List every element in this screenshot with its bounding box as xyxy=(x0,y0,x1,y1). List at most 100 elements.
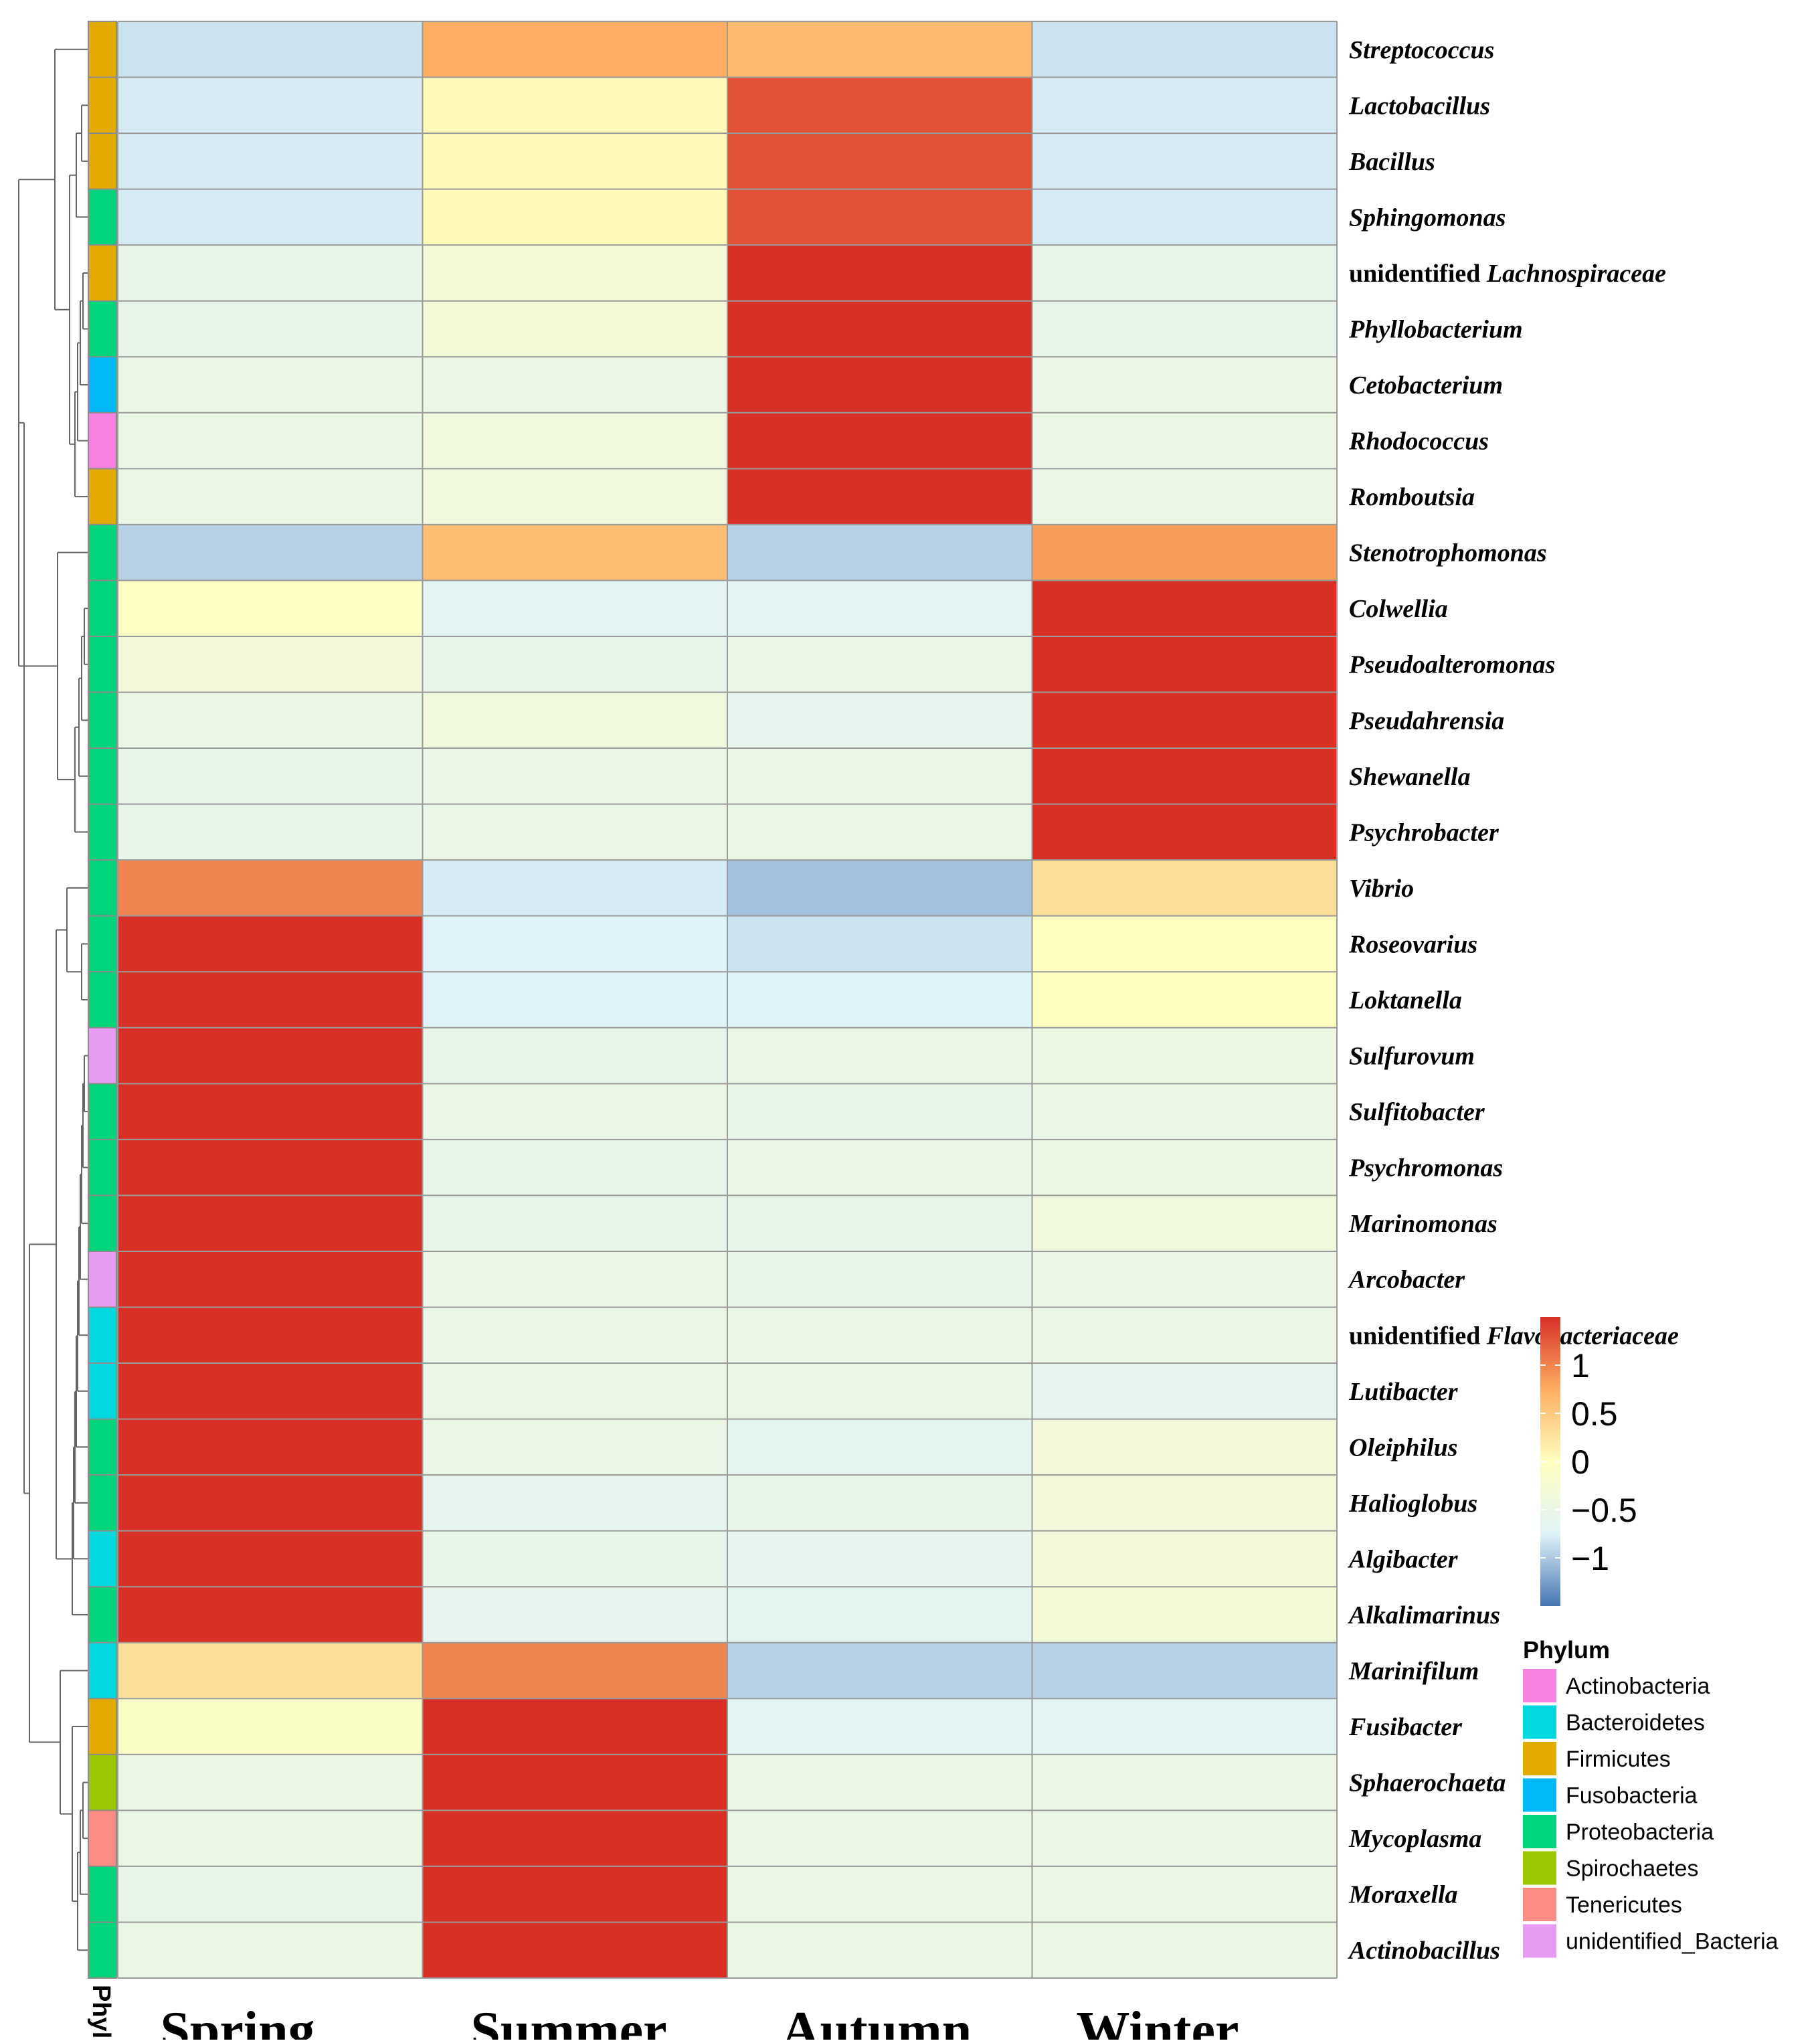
heatmap-cell xyxy=(727,692,1032,749)
row-label: Moraxella xyxy=(1348,1881,1458,1909)
row-label: Colwellia xyxy=(1349,595,1448,623)
phylum-legend-title: Phylum xyxy=(1523,1636,1610,1664)
row-label: Vibrio xyxy=(1349,875,1414,903)
heatmap-cell xyxy=(118,1139,423,1196)
heatmap-cell xyxy=(727,580,1032,636)
heatmap-cell xyxy=(1032,1307,1337,1364)
heatmap-cell xyxy=(1032,580,1337,636)
phylum-annotation-cell xyxy=(88,860,116,916)
heatmap-cell xyxy=(727,1419,1032,1476)
heatmap-cell xyxy=(727,524,1032,581)
heatmap-cell xyxy=(727,1922,1032,1978)
heatmap-cell xyxy=(1032,412,1337,469)
row-label: unidentified Flavobacteriaceae xyxy=(1349,1322,1679,1350)
heatmap-cell xyxy=(422,915,727,972)
phylum-annotation-cell xyxy=(88,1754,116,1811)
phylum-annotation-cell xyxy=(88,1307,116,1364)
heatmap-cell xyxy=(422,1754,727,1811)
heatmap-cell xyxy=(1032,21,1337,78)
heatmap-cell xyxy=(727,1139,1032,1196)
phylum-annotation-cell xyxy=(88,300,116,357)
heatmap-gridlines xyxy=(117,21,1338,1979)
phylum-annotation-cell xyxy=(88,21,116,78)
heatmap-cell xyxy=(727,748,1032,804)
phylum-annotation-cell xyxy=(88,1698,116,1755)
heatmap-cell xyxy=(422,1083,727,1140)
phylum-annotation-cell xyxy=(88,357,116,413)
row-label: unidentified Lachnospiraceae xyxy=(1349,260,1666,288)
heatmap-cell xyxy=(422,860,727,916)
row-label: Stenotrophomonas xyxy=(1349,539,1547,567)
heatmap-cell xyxy=(118,580,423,636)
phylum-annotation-cell xyxy=(88,133,116,189)
heatmap-cell xyxy=(1032,1530,1337,1587)
phylum-annotation-cell xyxy=(88,636,116,693)
heatmap-cell xyxy=(422,1475,727,1531)
colorbar-tick-label: −1 xyxy=(1571,1540,1609,1577)
heatmap-cell xyxy=(727,468,1032,525)
phylum-annotation-cell xyxy=(88,468,116,525)
heatmap-cell xyxy=(118,1363,423,1419)
heatmap-cell xyxy=(118,1754,423,1811)
heatmap-cell xyxy=(422,524,727,581)
phylum-legend-swatch xyxy=(1523,1815,1556,1848)
phylum-annotation-cell xyxy=(88,1139,116,1196)
phylum-annotation-cell xyxy=(88,1363,116,1419)
heatmap-cell xyxy=(1032,1922,1337,1978)
heatmap-cell xyxy=(422,77,727,134)
heatmap-cell xyxy=(118,1419,423,1476)
heatmap-cell xyxy=(422,189,727,246)
heatmap-cell xyxy=(422,1530,727,1587)
phylum-annotation-cell xyxy=(88,804,116,861)
heatmap-cell xyxy=(422,412,727,469)
heatmap-cell xyxy=(422,1419,727,1476)
heatmap-cell xyxy=(727,804,1032,861)
row-label: Marinomonas xyxy=(1348,1210,1497,1238)
heatmap-cell xyxy=(727,1195,1032,1251)
heatmap-cell xyxy=(118,1810,423,1866)
heatmap-cell xyxy=(118,636,423,693)
heatmap-cell xyxy=(422,1866,727,1923)
phylum-legend-label: Firmicutes xyxy=(1566,1747,1671,1772)
heatmap-cell xyxy=(727,1251,1032,1308)
row-label: Pseudoalteromonas xyxy=(1348,651,1555,679)
heatmap-cell xyxy=(118,468,423,525)
row-label: Sphingomonas xyxy=(1349,203,1506,232)
heatmap-cell xyxy=(727,915,1032,972)
phylum-annotation-cell xyxy=(88,1530,116,1587)
heatmap-cell xyxy=(1032,1083,1337,1140)
row-label: Fusibacter xyxy=(1348,1713,1463,1741)
heatmap-cell xyxy=(118,21,423,78)
heatmap-cell xyxy=(727,300,1032,357)
colorbar-tick-label: 0.5 xyxy=(1571,1395,1618,1433)
heatmap-cell xyxy=(1032,1587,1337,1643)
heatmap-cell xyxy=(1032,1363,1337,1419)
row-label: Marinifilum xyxy=(1348,1658,1479,1686)
column-label: Winter xyxy=(1077,2002,1239,2040)
row-label: Lactobacillus xyxy=(1348,92,1490,120)
row-label: Streptococcus xyxy=(1349,36,1494,64)
heatmap-cell xyxy=(118,357,423,413)
row-label: Loktanella xyxy=(1348,986,1462,1014)
heatmap-cell xyxy=(118,972,423,1028)
phylum-annotation-cell xyxy=(88,1251,116,1308)
annotation-border xyxy=(88,21,117,1979)
heatmap-cell xyxy=(1032,1419,1337,1476)
phylum-annotation-cell xyxy=(88,412,116,469)
phylum-annotation-cell xyxy=(88,1866,116,1923)
heatmap-cell xyxy=(727,77,1032,134)
row-label: Roseovarius xyxy=(1348,930,1477,958)
heatmap-cell xyxy=(422,357,727,413)
phylum-annotation-cell xyxy=(88,915,116,972)
row-label: Bacillus xyxy=(1348,148,1435,176)
column-labels: Spring Summer Autumn Winter xyxy=(160,2002,1239,2043)
heatmap-cell xyxy=(1032,245,1337,301)
heatmap-cell xyxy=(1032,748,1337,804)
heatmap-cell xyxy=(422,468,727,525)
colorbar-tick-label: −0.5 xyxy=(1571,1492,1637,1529)
heatmap-cell xyxy=(1032,1251,1337,1308)
phylum-legend-label: Bacteroidetes xyxy=(1566,1710,1705,1736)
heatmap-cell xyxy=(1032,1027,1337,1084)
row-label: Phyllobacterium xyxy=(1348,315,1523,343)
phylum-annotation-cell xyxy=(88,748,116,804)
